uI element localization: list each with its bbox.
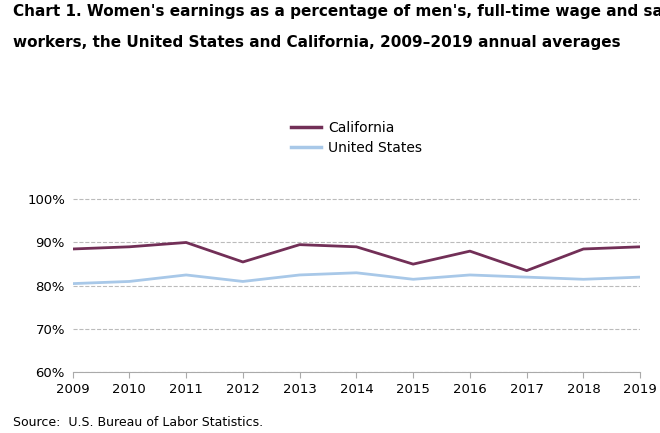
California xyxy=(579,246,587,252)
California xyxy=(352,244,360,249)
California xyxy=(296,242,304,247)
California xyxy=(239,259,247,265)
Line: United States: United States xyxy=(73,273,640,284)
California xyxy=(409,262,417,267)
United States xyxy=(352,270,360,275)
United States xyxy=(125,279,133,284)
United States xyxy=(69,281,77,286)
California xyxy=(523,268,531,273)
United States xyxy=(636,275,644,280)
California xyxy=(182,240,190,245)
Text: Source:  U.S. Bureau of Labor Statistics.: Source: U.S. Bureau of Labor Statistics. xyxy=(13,416,263,429)
United States xyxy=(239,279,247,284)
United States xyxy=(409,277,417,282)
California xyxy=(466,249,474,254)
United States xyxy=(466,272,474,278)
United States xyxy=(296,272,304,278)
Line: California: California xyxy=(73,242,640,271)
California xyxy=(636,244,644,249)
United States xyxy=(579,277,587,282)
California xyxy=(125,244,133,249)
California xyxy=(69,246,77,252)
United States xyxy=(523,275,531,280)
Text: workers, the United States and California, 2009–2019 annual averages: workers, the United States and Californi… xyxy=(13,35,621,50)
Text: Chart 1. Women's earnings as a percentage of men's, full-time wage and salary: Chart 1. Women's earnings as a percentag… xyxy=(13,4,660,19)
Legend: California, United States: California, United States xyxy=(290,121,422,155)
United States xyxy=(182,272,190,278)
